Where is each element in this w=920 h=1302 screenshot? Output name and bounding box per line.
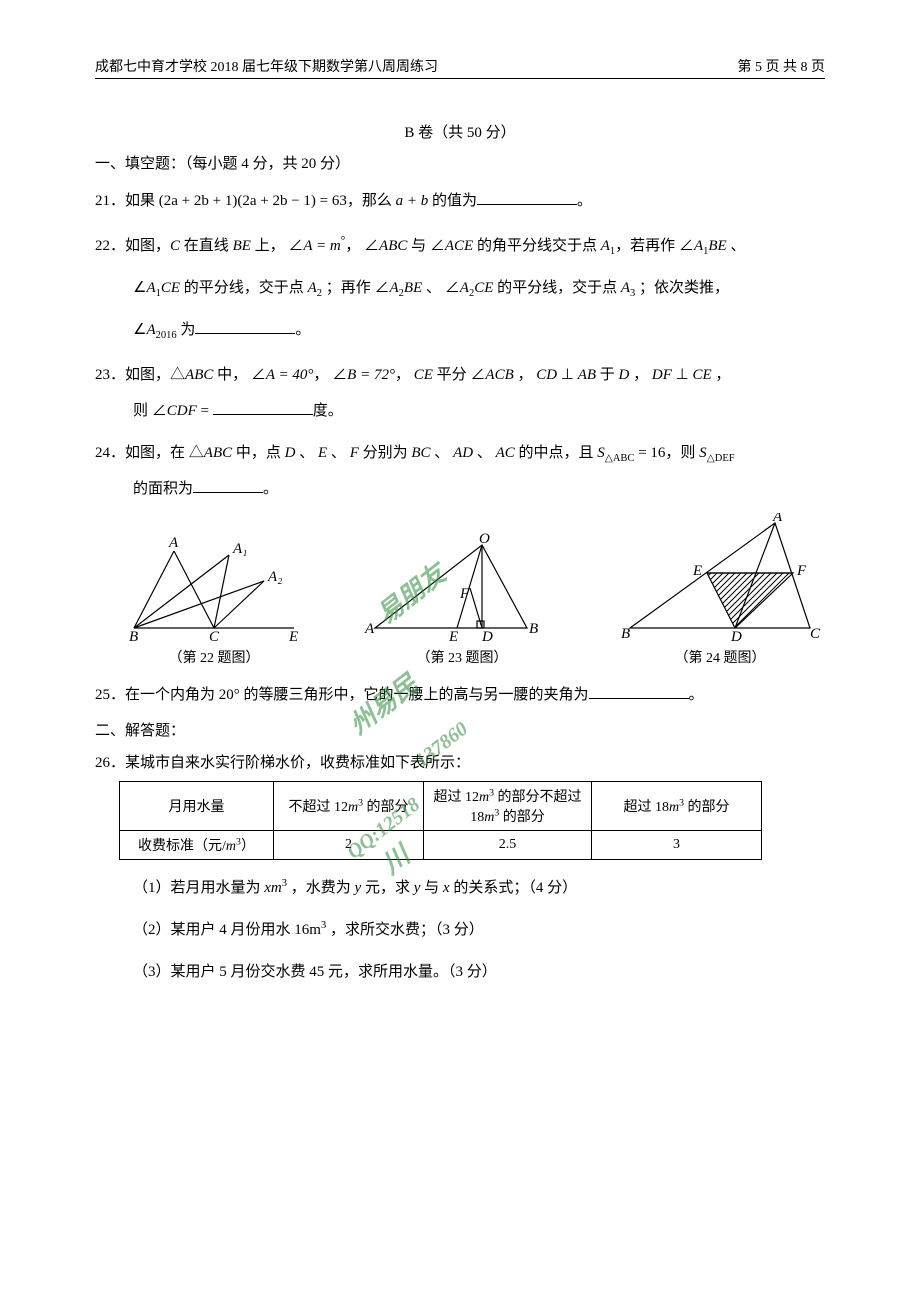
problem-25: 25．在一个内角为 20° 的等腰三角形中，它的一腰上的高与另一腰的夹角为。 [95,677,825,713]
table-cell: 2.5 [424,831,592,860]
problem-21-num: 21． [95,193,125,209]
problem-25-num: 25． [95,687,125,703]
blank-22 [195,319,295,334]
table-cell: 超过 12m3 的部分不超过 18m3 的部分 [424,782,592,831]
figure-24-caption: （第 24 题图） [675,647,766,667]
svg-text:D: D [481,629,493,643]
problem-26-q3: （3）某用户 5 月份交水费 45 元，求所用水量。（3 分） [95,954,825,990]
section-b-title: B 卷（共 50 分） [95,121,825,142]
svg-text:A: A [364,621,375,637]
page-content: B 卷（共 50 分） 一、填空题：（每小题 4 分，共 20 分） 21．如果… [95,121,825,990]
page-header: 成都七中育才学校 2018 届七年级下期数学第八周周练习 第 5 页 共 8 页 [95,56,825,79]
problem-26-q2: （2）某用户 4 月份用水 16m3 ，求所交水费；（3 分） [95,912,825,948]
table-cell: 3 [592,831,762,860]
blank-25 [589,684,689,699]
figures-row: A A₁ A₂ B C E （第 22 题图） [119,513,825,667]
figure-22: A A₁ A₂ B C E （第 22 题图） [119,533,309,667]
table-cell: 2 [274,831,424,860]
header-right: 第 5 页 共 8 页 [738,56,826,76]
blank-24 [193,478,263,493]
svg-text:B: B [529,621,538,637]
table-cell: 超过 18m3 的部分 [592,782,762,831]
table-cell: 收费标准（元/m3） [120,831,274,860]
svg-text:B: B [621,626,630,642]
svg-text:E: E [448,629,458,643]
svg-text:F: F [796,563,807,579]
table-row: 月用水量 不超过 12m3 的部分 超过 12m3 的部分不超过 18m3 的部… [120,782,762,831]
svg-text:A₂: A₂ [267,569,282,585]
svg-text:B: B [129,629,138,643]
table-cell: 不超过 12m3 的部分 [274,782,424,831]
svg-text:C: C [810,626,821,642]
problem-26-num: 26． [95,755,125,771]
figure-23-caption: （第 23 题图） [417,647,508,667]
figure-24: A B C D E F （第 24 题图） [615,513,825,667]
blank-21 [477,190,577,205]
problem-24-num: 24． [95,445,125,461]
solve-section-title: 二、解答题： [95,719,825,740]
figure-23: O A B E D F （第 23 题图） [357,533,567,667]
svg-text:A: A [772,513,783,525]
problem-22-num: 22． [95,238,125,254]
svg-text:F: F [459,586,470,602]
svg-text:D: D [730,629,742,643]
problem-24: 24．如图，在 △ABC 中，点 D 、 E 、 F 分别为 BC 、 AD 、… [95,435,825,507]
fill-section-title: 一、填空题：（每小题 4 分，共 20 分） [95,152,825,173]
svg-text:C: C [209,629,220,643]
svg-text:A: A [168,535,179,551]
table-cell: 月用水量 [120,782,274,831]
water-price-table: 月用水量 不超过 12m3 的部分 超过 12m3 的部分不超过 18m3 的部… [119,781,762,860]
table-row: 收费标准（元/m3） 2 2.5 3 [120,831,762,860]
header-left: 成都七中育才学校 2018 届七年级下期数学第八周周练习 [95,56,438,76]
blank-23 [213,400,313,415]
problem-23-num: 23． [95,367,125,383]
svg-text:E: E [288,629,298,643]
problem-26-q1: （1）若月用水量为 xm3 ，水费为 y 元，求 y 与 x 的关系式；（4 分… [95,870,825,906]
problem-21: 21．如果 (2a + 2b + 1)(2a + 2b − 1) = 63，那么… [95,183,825,219]
problem-22: 22．如图，C 在直线 BE 上， ∠A = m°， ∠ABC 与 ∠ACE 的… [95,225,825,351]
problem-23: 23．如图，△ABC 中， ∠A = 40°， ∠B = 72°， CE 平分 … [95,357,825,429]
svg-text:A₁: A₁ [232,541,247,557]
problem-26: 26．某城市自来水实行阶梯水价，收费标准如下表所示： [95,750,825,777]
svg-text:E: E [692,563,702,579]
svg-text:O: O [479,533,490,547]
figure-22-caption: （第 22 题图） [169,647,260,667]
